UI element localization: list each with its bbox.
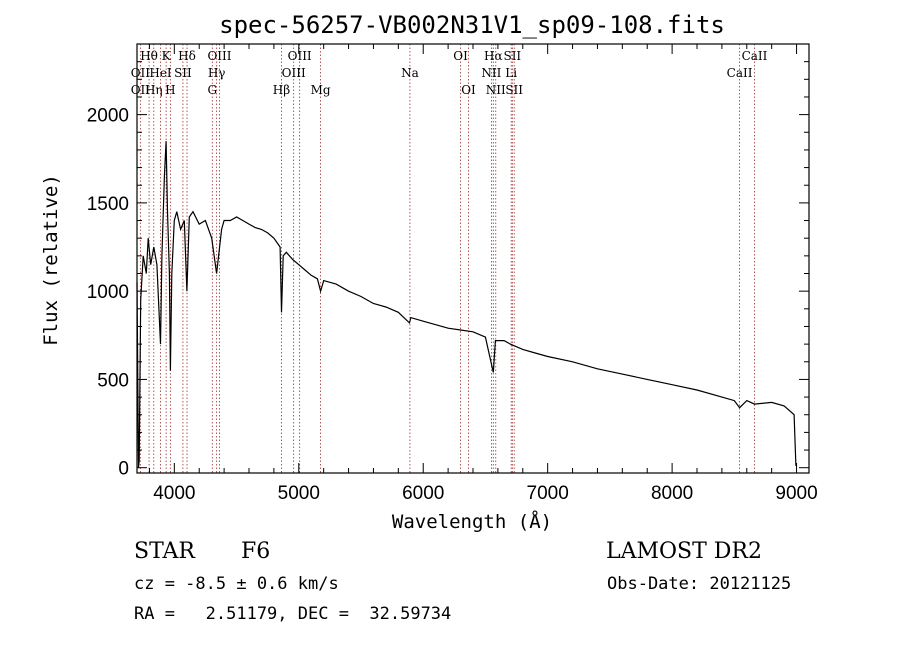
plot-frame	[136, 43, 810, 474]
line-label: K	[162, 49, 172, 63]
line-label: Hη	[145, 83, 163, 97]
spectrum-line	[136, 141, 797, 468]
coordinates-text: RA = 2.51179, DEC = 32.59734	[134, 604, 452, 624]
y-tick-label: 0	[118, 459, 129, 480]
line-label: OIII	[288, 49, 312, 63]
line-label: SII	[505, 83, 523, 97]
object-class: STAR	[134, 539, 195, 564]
line-label: H	[165, 83, 175, 97]
line-label: OI	[461, 83, 476, 97]
line-label: SII	[174, 66, 192, 80]
line-label: CaII	[727, 66, 753, 80]
y-axis-label: Flux (relative)	[40, 174, 62, 346]
y-tick-label: 500	[97, 370, 129, 391]
line-label: SII	[503, 49, 521, 63]
line-label: G	[207, 83, 217, 97]
object-subclass: F6	[241, 539, 271, 564]
line-label: NII	[481, 66, 501, 80]
redshift-text: cz = -8.5 ± 0.6 km/s	[134, 574, 339, 594]
survey-name: LAMOST DR2	[606, 539, 762, 564]
x-tick-label: 5000	[278, 483, 320, 504]
x-tick-label: 9000	[775, 483, 817, 504]
line-label: Hβ	[273, 83, 290, 97]
line-label: Hα	[484, 49, 503, 63]
line-label: Hθ	[140, 49, 158, 63]
line-label: OIII	[207, 49, 231, 63]
y-tick-label: 2000	[87, 106, 129, 127]
chart-title: spec-56257-VB002N31V1_sp09-108.fits	[219, 11, 725, 39]
x-axis-label: Wavelength (Å)	[392, 510, 552, 533]
line-label: Li	[505, 66, 517, 80]
line-label: Mg	[311, 83, 331, 97]
line-label: Hδ	[178, 49, 196, 63]
x-tick-label: 7000	[527, 483, 569, 504]
x-tick-label: 6000	[402, 483, 444, 504]
line-label: OIII	[282, 66, 306, 80]
y-tick-label: 1000	[87, 282, 129, 303]
line-label: Na	[401, 66, 419, 80]
line-label: NII	[486, 83, 506, 97]
line-label: CaII	[742, 49, 768, 63]
y-axis-ticks: 0 500 1000 1500 2000	[87, 61, 809, 480]
x-tick-label: 8000	[651, 483, 693, 504]
x-axis-ticks: 4000 5000 6000 7000 8000 9000	[148, 44, 818, 504]
y-tick-label: 1500	[87, 194, 129, 215]
obs-date-text: Obs-Date: 20121125	[607, 574, 792, 594]
line-label: OII	[131, 83, 151, 97]
emission-line-markers	[139, 44, 755, 473]
line-label: OII	[131, 66, 151, 80]
line-label: OI	[453, 49, 468, 63]
x-tick-label: 4000	[153, 483, 195, 504]
line-label: Hγ	[208, 66, 226, 80]
line-label: HeI	[149, 66, 172, 80]
